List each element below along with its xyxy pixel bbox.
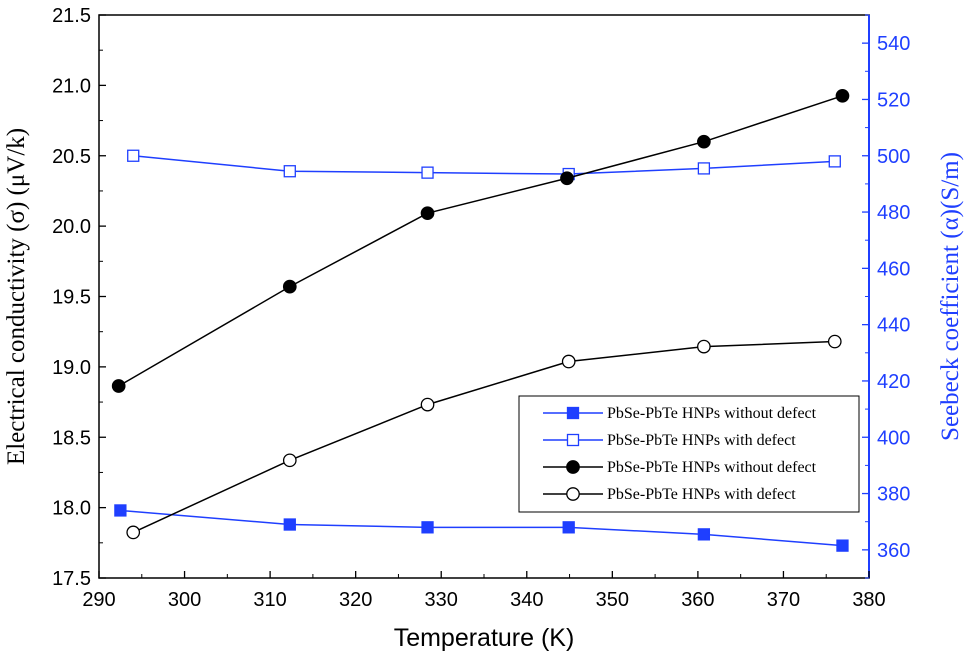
x-tick-label: 320 xyxy=(339,589,372,611)
y-right-tick-label: 440 xyxy=(877,315,910,337)
data-point xyxy=(828,155,841,168)
legend-marker-symbol xyxy=(566,487,580,501)
data-point xyxy=(420,206,435,221)
y-right-tick-label: 400 xyxy=(877,427,910,449)
data-point xyxy=(282,453,297,468)
y-left-tick-label: 21.5 xyxy=(52,5,91,27)
data-point xyxy=(697,134,711,149)
y-left-tick-label: 18.0 xyxy=(52,498,91,520)
y-left-tick-label: 19.0 xyxy=(52,357,91,379)
x-tick-label: 310 xyxy=(253,589,286,611)
legend-label-1: PbSe-PbTe HNPs with defect xyxy=(607,432,796,449)
data-point xyxy=(127,149,140,162)
legend-marker-0 xyxy=(566,406,580,420)
legend-label-2: PbSe-PbTe HNPs without defect xyxy=(607,459,817,476)
x-axis-title: Temperature (K) xyxy=(394,624,575,652)
y-right-tick-label: 360 xyxy=(877,540,910,562)
data-point xyxy=(560,171,574,186)
data-point xyxy=(421,521,434,534)
data-point xyxy=(562,521,575,534)
data-point xyxy=(283,518,296,531)
legend-label-0: PbSe-PbTe HNPs without defect xyxy=(607,405,817,422)
data-point xyxy=(126,525,141,540)
y-left-tick-label: 20.5 xyxy=(52,146,91,168)
legend-entry: PbSe-PbTe HNPs without defect xyxy=(543,405,817,422)
data-point xyxy=(111,379,126,393)
legend-marker-symbol xyxy=(566,460,580,474)
data-point xyxy=(836,539,849,552)
data-point xyxy=(421,166,434,179)
y-right-axis-title: Seebeck coefficient (α)(S/m) xyxy=(937,152,964,441)
series-1 xyxy=(127,149,841,181)
x-tick-label: 330 xyxy=(425,589,458,611)
series-0 xyxy=(114,504,849,552)
y-right-tick-label: 380 xyxy=(877,484,910,506)
data-point xyxy=(114,504,127,517)
series-line xyxy=(132,340,835,534)
data-point xyxy=(420,397,435,412)
x-tick-label: 370 xyxy=(767,589,800,611)
y-left-tick-label: 20.0 xyxy=(52,216,91,238)
y-right-tick-label: 500 xyxy=(877,146,910,168)
legend: PbSe-PbTe HNPs without defect PbSe-PbTe … xyxy=(518,395,860,513)
legend-entry: PbSe-PbTe HNPs without defect xyxy=(543,459,817,476)
series-3 xyxy=(126,334,842,540)
legend-marker-symbol xyxy=(566,433,580,447)
legend-marker-2 xyxy=(566,460,580,474)
data-point xyxy=(827,334,842,349)
legend-label-3: PbSe-PbTe HNPs with defect xyxy=(607,486,796,503)
y-left-tick-label: 18.5 xyxy=(52,427,91,449)
data-point xyxy=(835,88,850,103)
data-point xyxy=(697,528,711,541)
y-left-tick-label: 19.5 xyxy=(52,287,91,309)
series-line xyxy=(133,155,835,175)
data-point xyxy=(697,339,711,354)
y-right-tick-label: 480 xyxy=(877,202,910,224)
legend-marker-3 xyxy=(566,487,580,501)
x-tick-label: 300 xyxy=(168,589,201,611)
legend-marker-1 xyxy=(566,433,580,447)
data-point xyxy=(561,354,576,369)
data-point xyxy=(282,279,297,294)
data-point xyxy=(697,162,711,175)
x-tick-label: 380 xyxy=(852,589,885,611)
legend-marker-symbol xyxy=(566,406,580,420)
x-tick-label: 350 xyxy=(596,589,629,611)
x-tick-label: 290 xyxy=(82,589,115,611)
y-right-tick-label: 460 xyxy=(877,258,910,280)
series-line xyxy=(120,509,843,547)
series-line xyxy=(118,95,843,387)
x-tick-label: 340 xyxy=(510,589,543,611)
x-tick-label: 360 xyxy=(681,589,714,611)
y-right-tick-label: 520 xyxy=(877,89,910,111)
legend-entry: PbSe-PbTe HNPs with defect xyxy=(543,432,796,449)
y-right-tick-label: 540 xyxy=(877,33,910,55)
y-right-tick-label: 420 xyxy=(877,371,910,393)
series-2 xyxy=(111,88,850,393)
data-point xyxy=(283,165,296,178)
y-left-axis-title: Electrical conductivity (σ) (μV/k) xyxy=(3,128,30,465)
y-left-tick-label: 21.0 xyxy=(52,75,91,97)
legend-entry: PbSe-PbTe HNPs with defect xyxy=(543,486,796,503)
y-left-tick-label: 17.5 xyxy=(52,568,91,590)
